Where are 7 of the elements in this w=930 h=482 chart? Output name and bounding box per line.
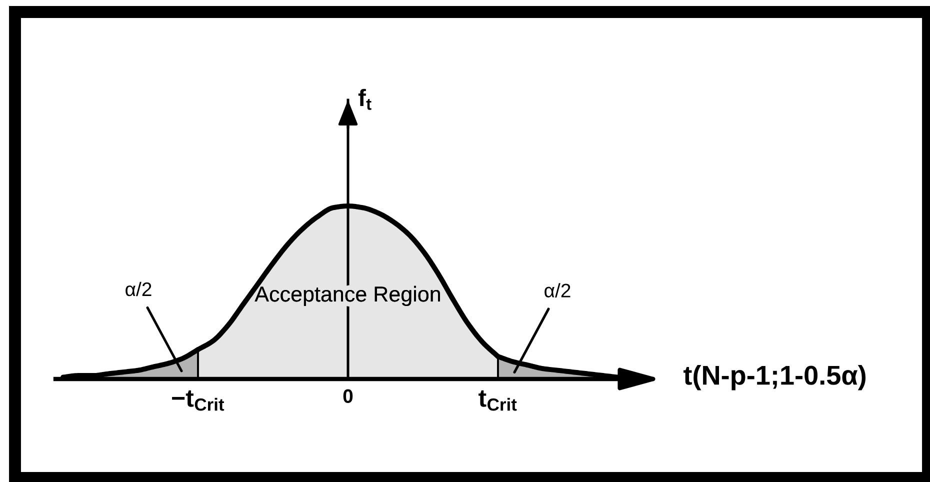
x-tick-label: t$_{Crit}$ <box>478 390 517 411</box>
x-tick-label: 0 <box>343 389 353 404</box>
x-axis-title: t(N-p-1;1-0.5α) <box>684 364 866 390</box>
y-axis-title: f$_{t}$ <box>358 88 372 110</box>
x-tick-label: −t$_{Crit}$ <box>172 390 224 411</box>
text: α/2 <box>544 283 570 298</box>
text: α/2 <box>126 282 152 296</box>
